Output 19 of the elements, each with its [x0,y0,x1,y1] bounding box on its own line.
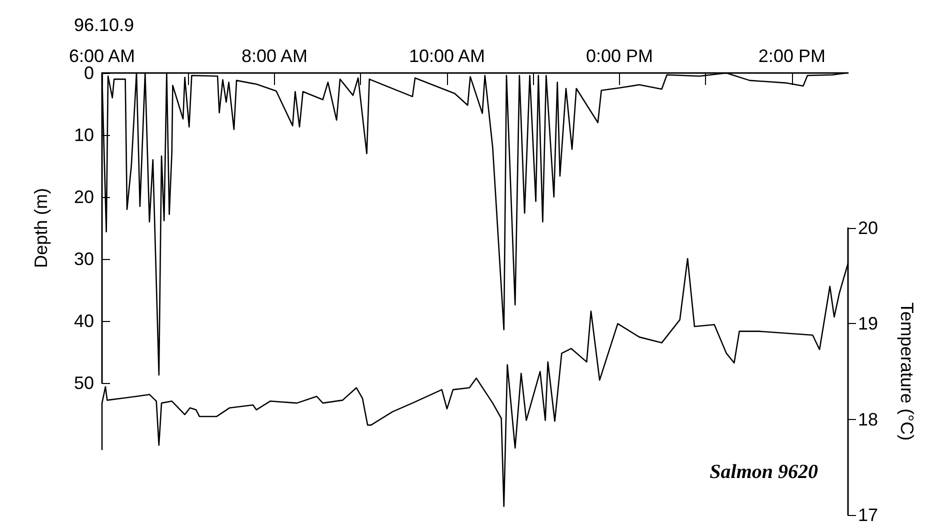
text: Salmon 9620 [710,461,818,483]
x-tick-label: 10:00 AM [408,46,485,66]
x-tick-label: 8:00 AM [241,46,308,66]
y-tick-label: 40 [74,311,94,331]
y2-tick-label: 17 [858,505,878,525]
y-tick-label: 20 [74,187,94,207]
y-axis-title: Depth (m) [31,188,51,268]
x-tick-label: 2:00 PM [758,46,826,66]
x-tick-label: 6:00 AM [68,46,136,66]
y-tick-label: 0 [84,63,94,83]
y2-tick-label: 19 [858,314,878,334]
y-tick-label: 50 [74,373,94,393]
y-tick-label: 10 [74,125,94,145]
text: 96.10.9 [74,15,134,35]
y2-axis-title: Temperature (°C) [897,302,917,441]
y2-tick-label: 18 [858,409,878,430]
x-tick-label: 0:00 PM [586,46,653,66]
y-tick-label: 30 [74,249,94,269]
y2-tick-label: 20 [858,218,878,238]
